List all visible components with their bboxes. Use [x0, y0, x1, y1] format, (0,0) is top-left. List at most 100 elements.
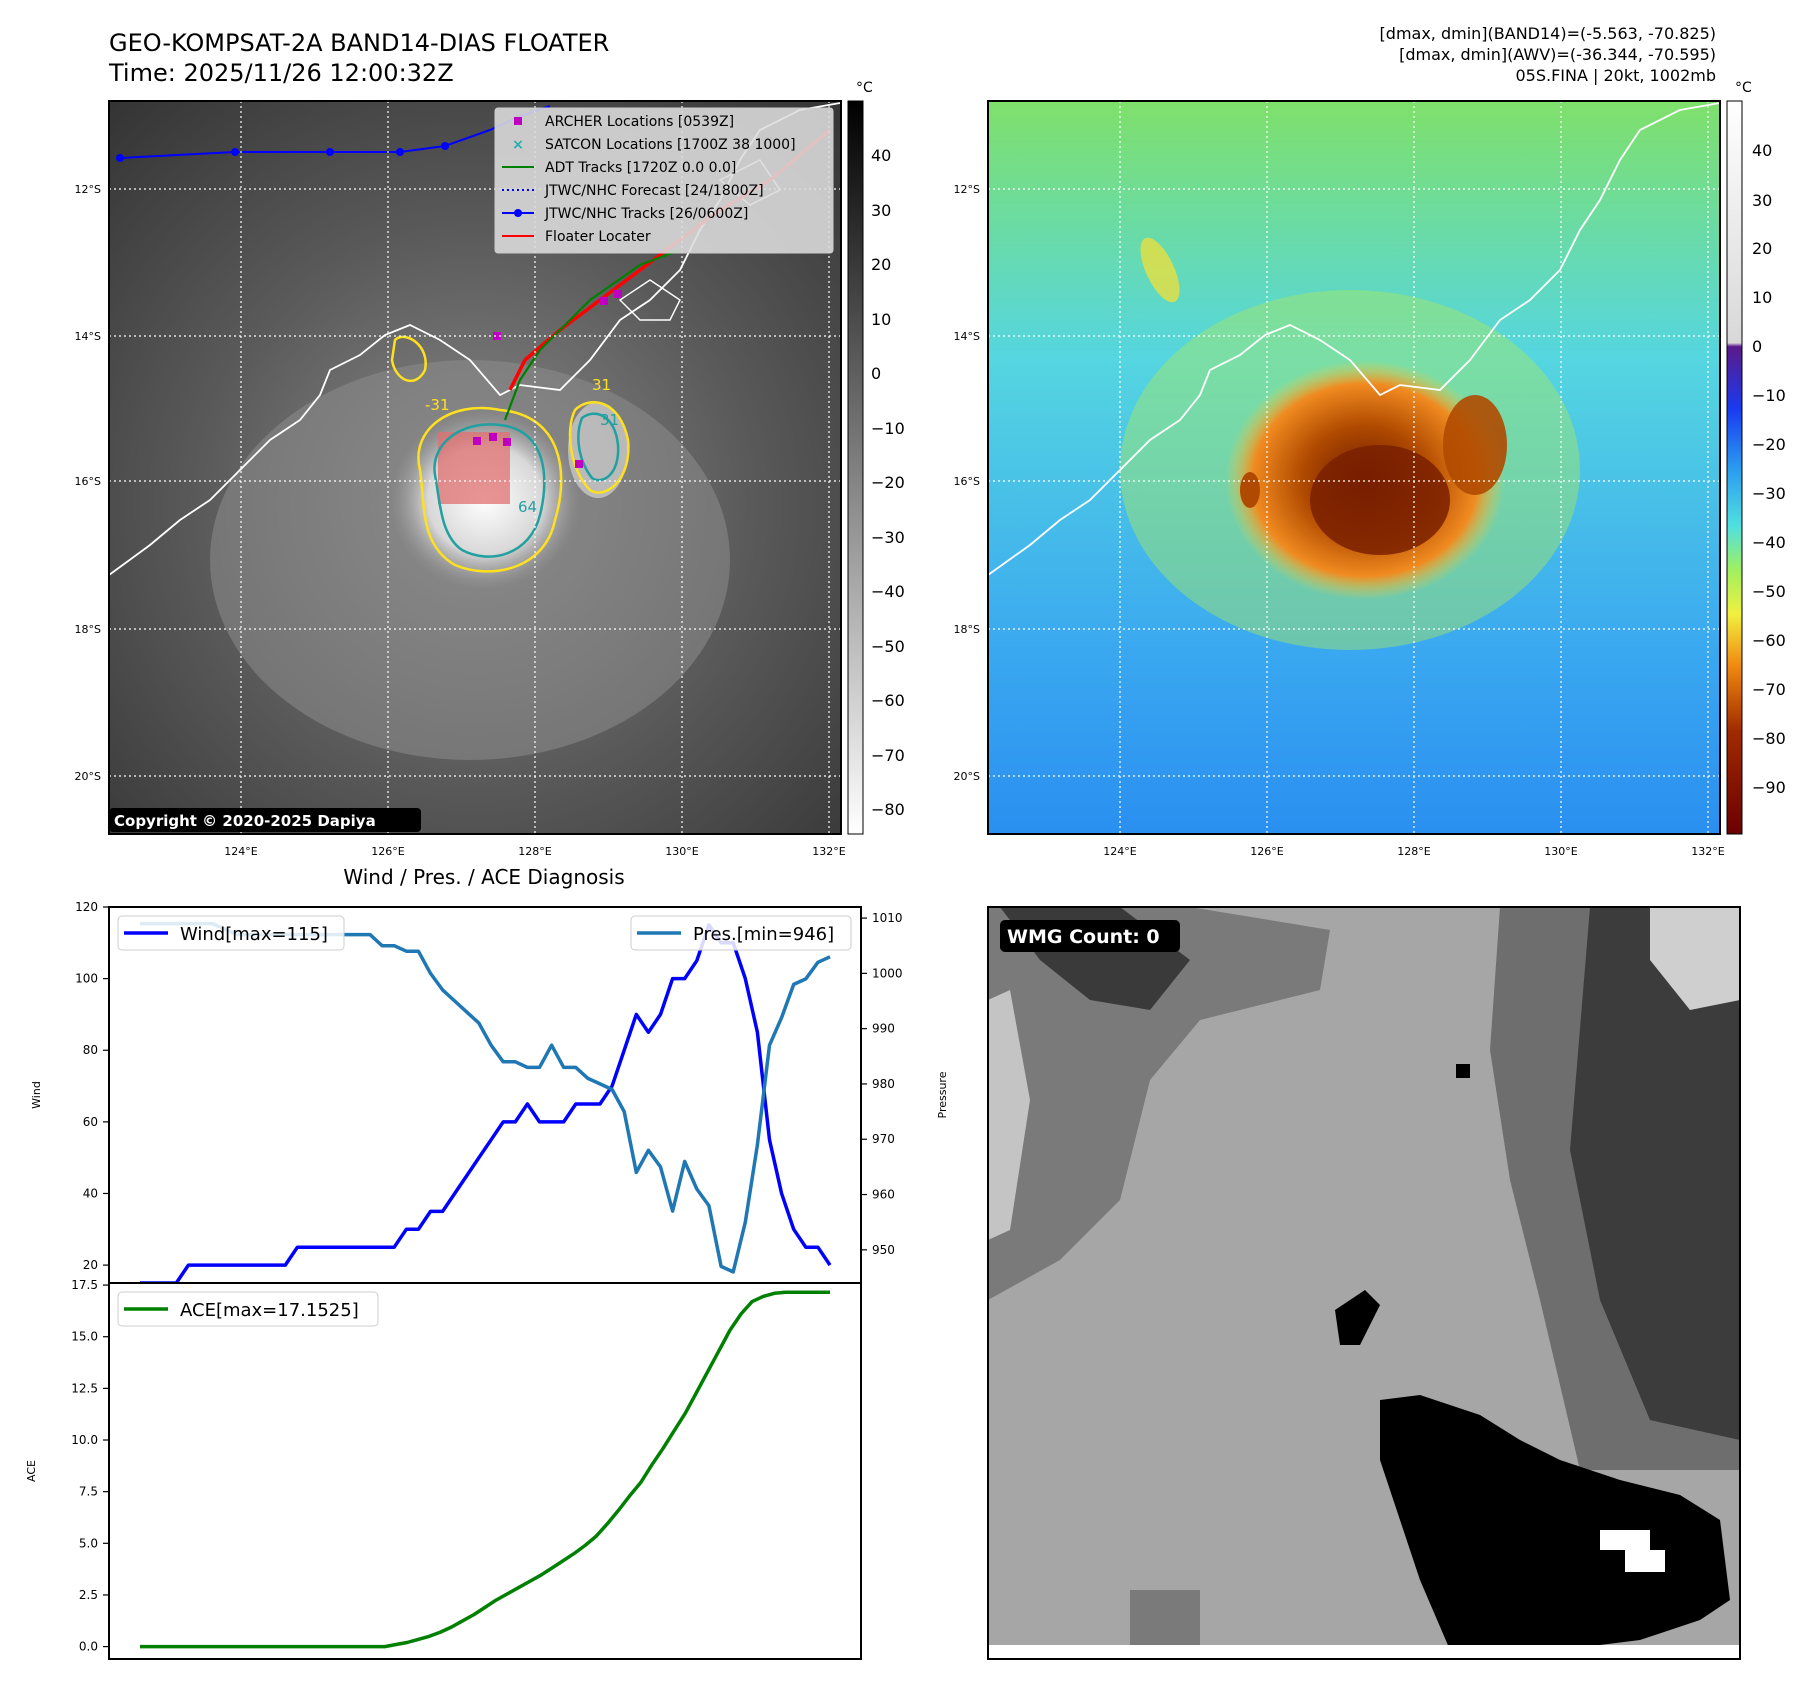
ace-series-group: [139, 1290, 831, 1649]
ace-legend-box: [117, 1291, 379, 1327]
pres-y-ticks: 950 960 970 980 990 1000 1010: [861, 911, 903, 1257]
wmg-frame: [987, 906, 1741, 1660]
wv-colorbar-tick: 0: [1752, 337, 1762, 356]
wind-y-tick-label: 100: [75, 972, 98, 986]
ir-map-frame: [108, 100, 842, 835]
ir-legend: ARCHER Locations [0539Z] × SATCON Locati…: [494, 107, 834, 254]
ir-colorbar-tick: −10: [871, 419, 905, 438]
wv-lon-label: 124°E: [1103, 845, 1136, 858]
info-storm-summary: 05S.FINA | 20kt, 1002mb: [1515, 66, 1716, 85]
ace-y-tick-label: 7.5: [79, 1485, 98, 1499]
ir-colorbar-tick: −50: [871, 637, 905, 656]
wmg-dark-region-top: [988, 907, 1330, 1300]
wmg-count-badge: [1000, 920, 1180, 952]
ace-legend: ACE[max=17.1525]: [117, 1291, 379, 1327]
ir-lat-labels: 12°S 14°S 16°S 18°S 20°S: [75, 183, 101, 783]
ace-y-tick-label: 5.0: [79, 1536, 98, 1550]
wv-colorbar-tick: 20: [1752, 239, 1772, 258]
ir-colorbar-tick: −80: [871, 800, 905, 819]
ir-legend-box: [494, 107, 834, 254]
ir-contour-label: 64: [518, 498, 537, 516]
wv-colorbar: [1726, 100, 1743, 835]
wv-coastline: [988, 102, 1720, 576]
wv-lat-labels: 12°S 14°S 16°S 18°S 20°S: [954, 183, 980, 783]
wmg-right-darker-band: [1570, 907, 1740, 1440]
wv-colorbar-tick: −60: [1752, 631, 1786, 650]
wv-lat-label: 16°S: [954, 475, 980, 488]
wv-storm-inner: [1310, 445, 1450, 555]
wv-colorbar-tick: −30: [1752, 484, 1786, 503]
pres-y-label: Pressure: [936, 1071, 949, 1118]
ir-lon-label: 126°E: [371, 845, 404, 858]
ir-colorbar-tick: −70: [871, 746, 905, 765]
legend-floater: Floater Locater: [545, 229, 651, 245]
ir-colorbar-tick: 30: [871, 201, 891, 220]
wind-y-tick-label: 40: [83, 1186, 98, 1200]
pres-legend-box: [630, 915, 852, 951]
pres-y-tick-label: 990: [872, 1022, 895, 1036]
wv-lat-label: 14°S: [954, 330, 980, 343]
ir-lat-label: 20°S: [75, 770, 101, 783]
ir-lon-label: 124°E: [224, 845, 257, 858]
ir-contour-teal: [433, 412, 620, 558]
wind-legend-label: Wind[max=115]: [180, 924, 328, 945]
wv-colorbar-unit: °C: [1735, 80, 1752, 96]
wind-y-tick-label: 20: [83, 1258, 98, 1272]
ir-lat-label: 18°S: [75, 623, 101, 636]
ace-y-tick-label: 0.0: [79, 1640, 98, 1654]
wind-legend: Wind[max=115]: [117, 915, 345, 951]
copyright-text: Copyright © 2020-2025 Dapiya: [114, 812, 376, 830]
ir-lat-label: 14°S: [75, 330, 101, 343]
wv-lon-label: 132°E: [1691, 845, 1724, 858]
ace-legend-label: ACE[max=17.1525]: [180, 1300, 359, 1321]
wv-lat-label: 20°S: [954, 770, 980, 783]
ir-lon-labels: 124°E 126°E 128°E 130°E 132°E: [224, 845, 845, 858]
wv-colorbar-tick: −20: [1752, 435, 1786, 454]
ir-lat-label: 12°S: [75, 183, 101, 196]
pres-legend-label: Pres.[min=946]: [693, 924, 834, 945]
wmg-count-text: WMG Count: 0: [1007, 926, 1160, 948]
wmg-light-corner: [1650, 907, 1740, 1010]
wv-colorbar-tick: −70: [1752, 680, 1786, 699]
info-band14-range: [dmax, dmin](BAND14)=(-5.563, -70.825): [1380, 24, 1716, 43]
wv-colorbar-ticks: 40 30 20 10 0 −10 −20 −30 −40 −50 −60 −7…: [1752, 141, 1786, 797]
ir-colorbar-tick: −30: [871, 528, 905, 547]
ir-colorbar-unit: °C: [856, 80, 873, 96]
info-awv-range: [dmax, dmin](AWV)=(-36.344, -70.595): [1399, 45, 1716, 64]
legend-forecast: JTWC/NHC Forecast [24/1800Z]: [544, 183, 764, 199]
wind-chart-frame: [108, 906, 862, 1284]
ace-y-label: ACE: [25, 1460, 38, 1482]
wind-y-tick-label: 60: [83, 1115, 98, 1129]
legend-tracks: JTWC/NHC Tracks [26/0600Z]: [544, 206, 748, 222]
ir-lon-label: 130°E: [665, 845, 698, 858]
wv-colorbar-tick: 10: [1752, 288, 1772, 307]
ace-y-tick-label: 12.5: [71, 1381, 98, 1395]
figure-title: GEO-KOMPSAT-2A BAND14-DIAS FLOATER: [109, 29, 609, 57]
wv-colorbar-tick: 30: [1752, 191, 1772, 210]
wv-map-panel: 12°S 14°S 16°S 18°S 20°S 124°E 126°E 128…: [954, 80, 1786, 858]
ir-lon-label: 128°E: [518, 845, 551, 858]
ir-colorbar-tick: −40: [871, 582, 905, 601]
figure-time: Time: 2025/11/26 12:00:32Z: [108, 59, 454, 87]
ir-colorbar-tick: 0: [871, 364, 881, 383]
wind-pressure-chart: Wind / Pres. / ACE Diagnosis 20 40 60 80 100…: [30, 865, 949, 1285]
wv-gridlines: [988, 101, 1720, 834]
pres-y-tick-label: 1000: [872, 966, 903, 980]
pres-y-tick-label: 950: [872, 1243, 895, 1257]
wind-legend-box: [117, 915, 345, 951]
wmg-left-light-strip: [988, 990, 1030, 1240]
diagnosis-title: Wind / Pres. / ACE Diagnosis: [343, 865, 624, 889]
ir-contour-label: -31: [425, 396, 450, 414]
wmg-bottom-white: [988, 1645, 1740, 1659]
ace-y-tick-label: 15.0: [71, 1330, 98, 1344]
wmg-panel: WMG Count: 0: [987, 906, 1741, 1660]
ace-y-ticks: 0.0 2.5 5.0 7.5 10.0 12.5 15.0 17.5: [71, 1278, 109, 1654]
wv-colorbar-tick: 40: [1752, 141, 1772, 160]
wmg-black-blob: [1380, 1395, 1730, 1650]
wv-colorbar-tick: −80: [1752, 729, 1786, 748]
wind-y-tick-label: 80: [83, 1043, 98, 1057]
wv-colorbar-tick: −50: [1752, 582, 1786, 601]
wv-yellow-streak: [1140, 237, 1180, 303]
wv-lat-label: 12°S: [954, 183, 980, 196]
